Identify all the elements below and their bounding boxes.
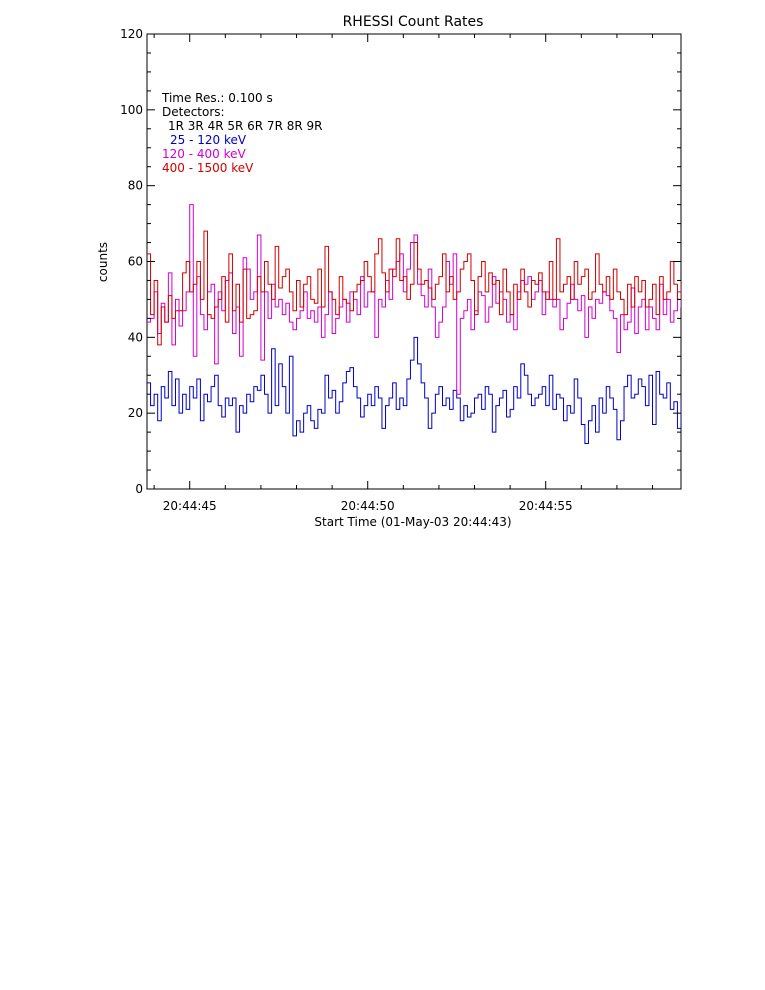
legend-series-3: 400 - 1500 keV <box>162 161 254 175</box>
x-tick-label: 20:44:50 <box>341 499 395 513</box>
y-tick-label: 60 <box>128 255 143 269</box>
series-group <box>147 204 681 444</box>
x-axis-label: Start Time (01-May-03 20:44:43) <box>314 515 511 529</box>
y-tick-label: 0 <box>135 482 143 496</box>
axes-group: 0 20 40 60 80 100 120 20:44:45 20:44:50 20:44:55 <box>120 27 681 513</box>
y-tick-label: 40 <box>128 330 143 344</box>
y-tick-label: 80 <box>128 179 143 193</box>
chart-title: RHESSI Count Rates <box>343 14 484 30</box>
y-tick-label: 120 <box>120 27 143 41</box>
legend-series-2: 120 - 400 keV <box>162 147 246 161</box>
x-tick-label: 20:44:55 <box>519 499 573 513</box>
legend-detectors-list: 1R 3R 4R 5R 6R 7R 8R 9R <box>168 119 322 133</box>
y-tick-label: 100 <box>120 103 143 117</box>
series-line-3 <box>147 230 681 346</box>
y-tick-label: 20 <box>128 406 143 420</box>
legend-series-1: 25 - 120 keV <box>170 133 247 147</box>
y-axis-label: counts <box>96 242 110 282</box>
x-tick-label: 20:44:45 <box>163 499 217 513</box>
legend: Time Res.: 0.100 s Detectors: 1R 3R 4R 5… <box>161 91 322 175</box>
series-line-2 <box>147 204 681 395</box>
series-line-1 <box>147 336 681 444</box>
legend-detectors-label: Detectors: <box>162 105 225 119</box>
legend-time-res: Time Res.: 0.100 s <box>161 91 273 105</box>
